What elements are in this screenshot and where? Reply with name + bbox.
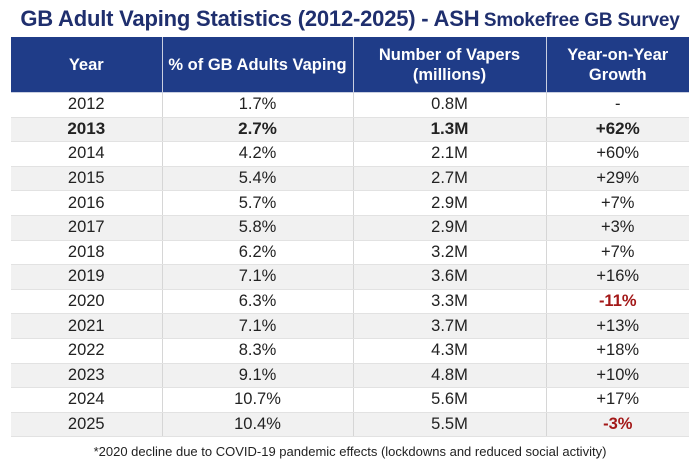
cell-number-of-vapers: 5.5M <box>353 412 547 438</box>
header-number-of-vapers: Number of Vapers (millions) <box>353 37 547 93</box>
cell-percent-vaping: 5.8% <box>162 215 354 241</box>
cell-growth: +16% <box>546 264 689 290</box>
table-row: 2023 9.1% 4.8M +10% <box>11 363 689 389</box>
table-row: 2012 1.7% 0.8M - <box>11 92 689 118</box>
cell-growth: +60% <box>546 141 689 167</box>
cell-growth: - <box>546 92 689 118</box>
cell-year: 2012 <box>11 92 163 118</box>
table-row: 2019 7.1% 3.6M +16% <box>11 264 689 290</box>
cell-year: 2015 <box>11 166 163 192</box>
cell-growth: +10% <box>546 363 689 389</box>
table-row: 2025 10.4% 5.5M -3% <box>11 412 689 438</box>
cell-percent-vaping: 5.7% <box>162 190 354 216</box>
cell-percent-vaping: 7.1% <box>162 264 354 290</box>
cell-number-of-vapers: 4.8M <box>353 363 547 389</box>
table-row: 2021 7.1% 3.7M +13% <box>11 313 689 339</box>
cell-growth: -3% <box>546 412 689 438</box>
cell-percent-vaping: 2.7% <box>162 117 354 143</box>
table-row: 2014 4.2% 2.1M +60% <box>11 141 689 167</box>
cell-growth: -11% <box>546 289 689 315</box>
header-year: Year <box>11 37 163 93</box>
cell-year: 2018 <box>11 240 163 266</box>
cell-number-of-vapers: 2.7M <box>353 166 547 192</box>
table-body: 2012 1.7% 0.8M -2013 2.7% 1.3M +62% 2014 4.2% 2.1… <box>11 92 689 438</box>
cell-percent-vaping: 9.1% <box>162 363 354 389</box>
cell-number-of-vapers: 1.3M <box>353 117 547 143</box>
cell-year: 2014 <box>11 141 163 167</box>
cell-number-of-vapers: 3.3M <box>353 289 547 315</box>
cell-year: 2013 <box>11 117 163 143</box>
cell-growth: +13% <box>546 313 689 339</box>
vaping-statistics-table: Year % of GB Adults Vaping Number of Vap… <box>11 37 689 438</box>
table-row: 2018 6.2% 3.2M +7% <box>11 240 689 266</box>
cell-percent-vaping: 5.4% <box>162 166 354 192</box>
cell-year: 2019 <box>11 264 163 290</box>
cell-percent-vaping: 4.2% <box>162 141 354 167</box>
cell-year: 2021 <box>11 313 163 339</box>
cell-number-of-vapers: 3.6M <box>353 264 547 290</box>
cell-growth: +62% <box>546 117 689 143</box>
cell-number-of-vapers: 2.9M <box>353 215 547 241</box>
cell-percent-vaping: 10.4% <box>162 412 354 438</box>
cell-number-of-vapers: 3.2M <box>353 240 547 266</box>
cell-year: 2017 <box>11 215 163 241</box>
table-row: 2015 5.4% 2.7M +29% <box>11 166 689 192</box>
cell-growth: +7% <box>546 190 689 216</box>
cell-year: 2022 <box>11 338 163 364</box>
table-row: 2024 10.7% 5.6M +17% <box>11 387 689 413</box>
cell-number-of-vapers: 2.9M <box>353 190 547 216</box>
header-percent-adults-vaping: % of GB Adults Vaping <box>162 37 354 93</box>
cell-percent-vaping: 7.1% <box>162 313 354 339</box>
cell-year: 2024 <box>11 387 163 413</box>
header-year-on-year-growth: Year-on-Year Growth <box>546 37 689 93</box>
cell-growth: +3% <box>546 215 689 241</box>
title-main: GB Adult Vaping Statistics (2012-2025) -… <box>20 6 480 31</box>
table-row: 2017 5.8% 2.9M +3% <box>11 215 689 241</box>
cell-growth: +17% <box>546 387 689 413</box>
page-title: GB Adult Vaping Statistics (2012-2025) -… <box>0 4 700 37</box>
cell-growth: +29% <box>546 166 689 192</box>
cell-percent-vaping: 6.3% <box>162 289 354 315</box>
table-header-row: Year % of GB Adults Vaping Number of Vap… <box>11 37 689 93</box>
footnote: *2020 decline due to COVID-19 pandemic e… <box>93 444 607 459</box>
title-secondary: Smokefree GB Survey <box>483 10 680 31</box>
table-row: 2013 2.7% 1.3M +62% <box>11 117 689 143</box>
table-row: 2020 6.3% 3.3M -11% <box>11 289 689 315</box>
cell-number-of-vapers: 4.3M <box>353 338 547 364</box>
cell-percent-vaping: 1.7% <box>162 92 354 118</box>
cell-number-of-vapers: 0.8M <box>353 92 547 118</box>
table-row: 2022 8.3% 4.3M +18% <box>11 338 689 364</box>
cell-growth: +7% <box>546 240 689 266</box>
cell-year: 2025 <box>11 412 163 438</box>
cell-number-of-vapers: 3.7M <box>353 313 547 339</box>
cell-percent-vaping: 6.2% <box>162 240 354 266</box>
cell-year: 2020 <box>11 289 163 315</box>
cell-number-of-vapers: 5.6M <box>353 387 547 413</box>
cell-growth: +18% <box>546 338 689 364</box>
cell-number-of-vapers: 2.1M <box>353 141 547 167</box>
cell-percent-vaping: 8.3% <box>162 338 354 364</box>
cell-year: 2023 <box>11 363 163 389</box>
cell-percent-vaping: 10.7% <box>162 387 354 413</box>
table-row: 2016 5.7% 2.9M +7% <box>11 190 689 216</box>
cell-year: 2016 <box>11 190 163 216</box>
